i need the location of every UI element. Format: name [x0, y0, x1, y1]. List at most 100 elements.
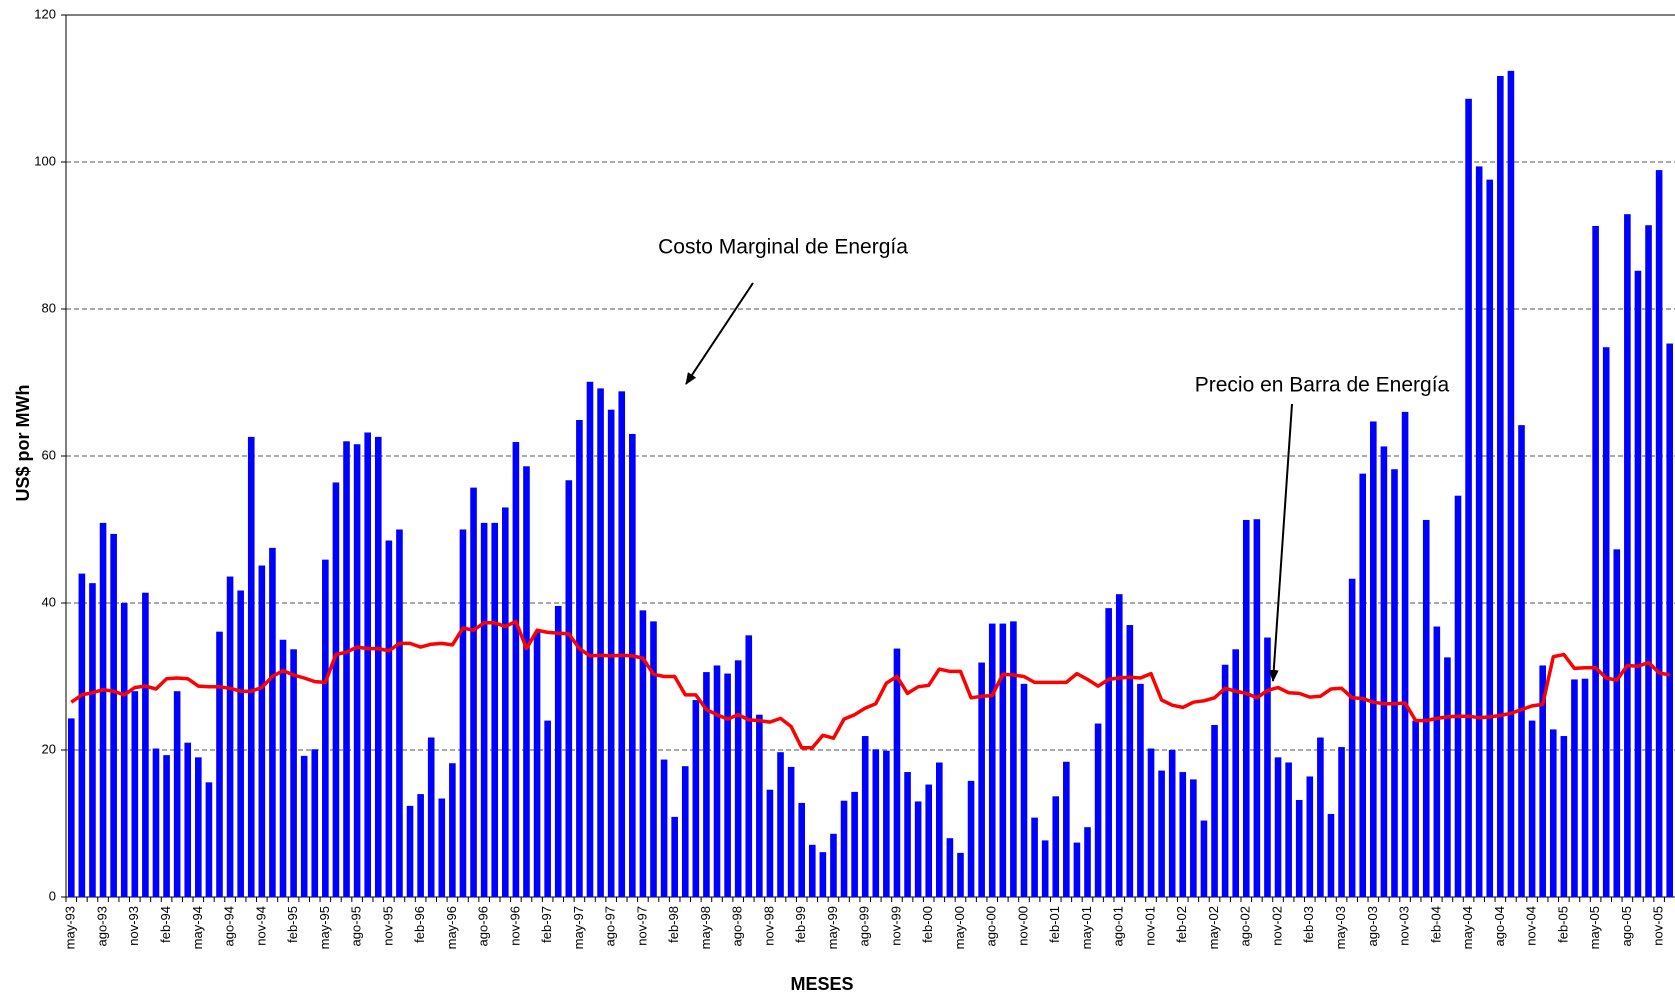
- bar: [766, 789, 774, 897]
- x-tick-label: may-94: [190, 906, 205, 949]
- bar: [1073, 842, 1081, 897]
- bar: [914, 801, 922, 897]
- bar: [1264, 637, 1271, 897]
- x-tick-label: nov-98: [761, 906, 776, 946]
- y-tick-label: 100: [34, 153, 56, 168]
- x-tick-label: ago-01: [1111, 906, 1126, 946]
- bar: [99, 522, 107, 897]
- bar: [226, 576, 234, 897]
- x-tick-label: ago-94: [222, 906, 237, 946]
- bar: [512, 442, 520, 897]
- bar: [459, 529, 467, 897]
- x-tick-label: feb-02: [1174, 906, 1189, 943]
- line: [70, 619, 1671, 750]
- x-tick-label: ago-99: [857, 906, 872, 946]
- bar: [1253, 519, 1261, 897]
- bar: [576, 419, 583, 897]
- x-tick-label: may-04: [1460, 906, 1475, 949]
- bar: [1221, 664, 1229, 897]
- bar: [787, 766, 795, 897]
- bar: [1147, 748, 1155, 897]
- bar: [1518, 425, 1525, 897]
- bar: [639, 610, 647, 897]
- bar: [1327, 813, 1335, 897]
- bar: [798, 802, 805, 897]
- bar: [808, 844, 816, 897]
- x-tick-label: may-96: [444, 906, 459, 949]
- x-tick-label: may-05: [1587, 906, 1602, 949]
- bar: [1041, 840, 1049, 897]
- annotation-arrow: [1268, 403, 1293, 682]
- bar: [957, 852, 964, 897]
- bar: [565, 480, 573, 897]
- bar: [1465, 98, 1472, 898]
- bar: [1020, 683, 1028, 897]
- x-tick-label: may-93: [63, 906, 78, 949]
- y-tick-label: 20: [42, 741, 56, 756]
- x-tick-label: ago-00: [984, 906, 999, 946]
- bar: [1645, 225, 1652, 897]
- x-tick-label: nov-99: [888, 906, 903, 946]
- bar: [1306, 776, 1314, 897]
- x-tick-label: feb-99: [793, 906, 808, 943]
- bar: [1624, 214, 1631, 897]
- bar: [1126, 625, 1134, 897]
- bar: [734, 660, 742, 897]
- bar: [1295, 799, 1303, 897]
- bar: [1137, 683, 1144, 897]
- x-tick-label: may-97: [571, 906, 586, 949]
- bar: [1370, 421, 1377, 897]
- bar: [544, 720, 551, 897]
- bar: [322, 559, 329, 897]
- bar: [1634, 270, 1642, 897]
- bar: [681, 766, 689, 897]
- bar: [745, 635, 753, 897]
- bar: [1105, 608, 1112, 897]
- bar: [586, 381, 594, 897]
- bar: [936, 762, 943, 897]
- x-tick-label: feb-01: [1047, 906, 1062, 943]
- bar: [279, 639, 287, 897]
- bar: [269, 547, 276, 897]
- bar: [756, 714, 763, 897]
- bar: [1158, 770, 1165, 897]
- bar: [501, 507, 509, 897]
- bar: [703, 672, 710, 897]
- x-tick-label: ago-04: [1492, 906, 1507, 946]
- bar: [449, 763, 456, 897]
- x-tick-label: nov-94: [253, 906, 268, 946]
- bar: [872, 749, 880, 897]
- annotation-arrow: [685, 282, 754, 385]
- bar: [1179, 772, 1187, 897]
- x-tick-label: nov-97: [634, 906, 649, 946]
- bar: [1454, 495, 1462, 897]
- bar: [1581, 678, 1589, 897]
- bar: [247, 436, 255, 897]
- bar: [830, 833, 837, 897]
- bar: [618, 391, 626, 897]
- x-tick-label: ago-02: [1238, 906, 1253, 946]
- x-tick-label: nov-02: [1269, 906, 1284, 946]
- bar: [131, 691, 139, 897]
- bar: [120, 603, 128, 897]
- bar: [533, 632, 541, 897]
- x-tick-label: may-03: [1333, 906, 1348, 949]
- bar: [300, 755, 308, 897]
- bar: [1274, 757, 1282, 897]
- bar: [184, 742, 192, 897]
- bar: [607, 409, 615, 897]
- bar: [893, 648, 901, 897]
- bar: [1422, 519, 1430, 897]
- x-tick-label: nov-96: [507, 906, 522, 946]
- bar: [1613, 549, 1621, 897]
- x-tick-label: feb-05: [1555, 906, 1570, 943]
- bar: [1444, 657, 1451, 897]
- y-tick-label: 40: [42, 594, 56, 609]
- bar: [1592, 225, 1599, 897]
- bar: [713, 665, 721, 897]
- bar: [78, 573, 86, 897]
- bar: [1528, 720, 1536, 897]
- bar: [110, 533, 117, 897]
- bar: [1486, 179, 1494, 897]
- bar: [1010, 621, 1017, 897]
